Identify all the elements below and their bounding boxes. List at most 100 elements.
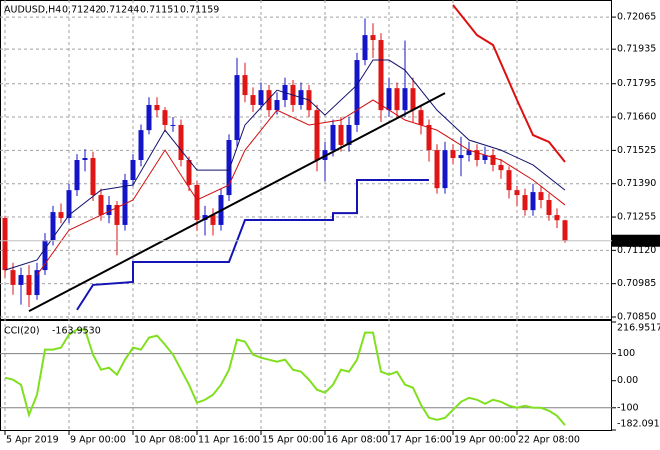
candle-body xyxy=(130,160,136,181)
y-tick-label: 0.71120 xyxy=(617,245,656,256)
x-tick-label: 5 Apr 2019 xyxy=(6,435,59,446)
y-tick-label: -182.0914 xyxy=(617,419,660,430)
y-tick-label: -100 xyxy=(617,402,639,413)
indicator-line xyxy=(36,99,566,276)
y-tick-label: 0.71525 xyxy=(617,145,656,156)
candle-body xyxy=(194,184,200,220)
candle-body xyxy=(274,100,280,111)
candle-body xyxy=(26,275,32,296)
indicator-line xyxy=(4,59,566,271)
candle-body xyxy=(346,124,352,145)
y-tick-label: 216.9517 xyxy=(617,323,660,334)
chart-title: AUDUSD,H4 xyxy=(4,5,61,16)
candle-body xyxy=(450,150,456,159)
candle-body xyxy=(10,270,16,285)
x-tick-label: 15 Apr 00:00 xyxy=(262,435,324,446)
indicator-line xyxy=(452,4,566,163)
candle-body xyxy=(546,200,552,216)
candle-body xyxy=(434,150,440,189)
candle-body xyxy=(314,110,320,161)
candle-body xyxy=(186,160,192,185)
ohlc-value: 0.71242 xyxy=(62,5,101,16)
candle-body xyxy=(2,218,8,271)
candle-body xyxy=(162,110,168,125)
ohlc-value: 0.71159 xyxy=(180,5,219,16)
candle-body xyxy=(490,155,496,165)
candle-body xyxy=(554,215,560,221)
price-tag xyxy=(612,234,660,247)
candle-body xyxy=(514,190,520,196)
candle-body xyxy=(530,192,536,211)
candle-body xyxy=(498,164,504,171)
indicator-line xyxy=(28,92,446,312)
y-tick-label: 100 xyxy=(617,348,635,359)
candle-body xyxy=(34,270,40,296)
candle-body xyxy=(338,124,344,145)
candle-body xyxy=(18,275,24,285)
candle-body xyxy=(402,88,408,111)
candle-body xyxy=(506,170,512,191)
candle-body xyxy=(226,140,232,196)
candle-body xyxy=(394,88,400,111)
candle-body xyxy=(138,130,144,161)
indicator-line xyxy=(76,179,429,311)
ohlc-value: 0.71244 xyxy=(100,5,139,16)
candle-body xyxy=(474,150,480,161)
candle-body xyxy=(250,95,256,105)
candle-body xyxy=(202,215,208,220)
candle-body xyxy=(234,75,240,141)
candle-body xyxy=(98,195,104,216)
candle-body xyxy=(418,110,424,125)
price-tag-label: 0.71159 xyxy=(616,235,655,246)
candle-body xyxy=(66,190,72,219)
cci-line xyxy=(4,328,566,426)
x-tick-label: 16 Apr 08:00 xyxy=(326,435,388,446)
y-tick-label: 0.00 xyxy=(617,375,638,386)
y-tick-label: 0.72065 xyxy=(617,12,656,23)
frame xyxy=(0,0,612,431)
y-tick-label: 0.71795 xyxy=(617,78,656,89)
x-tick-label: 10 Apr 08:00 xyxy=(134,435,196,446)
x-tick-label: 17 Apr 16:00 xyxy=(390,435,452,446)
candle-body xyxy=(114,204,120,225)
candle-body xyxy=(90,158,96,196)
candle-body xyxy=(258,90,264,105)
candle-body xyxy=(154,104,160,111)
candle-body xyxy=(362,35,368,61)
x-tick-label: 22 Apr 08:00 xyxy=(518,435,580,446)
candle-body xyxy=(538,192,544,201)
x-tick-label: 19 Apr 00:00 xyxy=(454,435,516,446)
y-tick-label: 0.70850 xyxy=(617,312,656,323)
candle-body xyxy=(210,215,216,225)
indicator-title: CCI(20) xyxy=(4,326,40,337)
candle-body xyxy=(522,195,528,211)
candle-body xyxy=(562,220,568,241)
candle-body xyxy=(242,75,248,96)
candle-body xyxy=(178,124,184,161)
y-tick-label: 0.71390 xyxy=(617,178,656,189)
candle-body xyxy=(442,150,448,189)
candle-body xyxy=(426,124,432,151)
ohlc-value: 0.71151 xyxy=(140,5,179,16)
y-tick-label: 0.70985 xyxy=(617,278,656,289)
indicator-value: -163.9530 xyxy=(52,326,101,337)
candle-body xyxy=(50,212,56,240)
candle-body xyxy=(386,88,392,111)
candle-body xyxy=(106,204,112,216)
y-tick-label: 0.71660 xyxy=(617,112,656,123)
candle-body xyxy=(410,88,416,111)
candle-body xyxy=(378,40,384,111)
candle-body xyxy=(458,155,464,159)
candle-body xyxy=(122,180,128,225)
candle-body xyxy=(330,124,336,151)
x-tick-label: 9 Apr 00:00 xyxy=(70,435,126,446)
candle-body xyxy=(466,150,472,156)
candle-body xyxy=(58,212,64,219)
candle-body xyxy=(482,155,488,161)
x-tick-label: 11 Apr 16:00 xyxy=(198,435,260,446)
candle-body xyxy=(146,104,152,131)
y-tick-label: 0.71935 xyxy=(617,44,656,55)
candle-body xyxy=(370,35,376,41)
